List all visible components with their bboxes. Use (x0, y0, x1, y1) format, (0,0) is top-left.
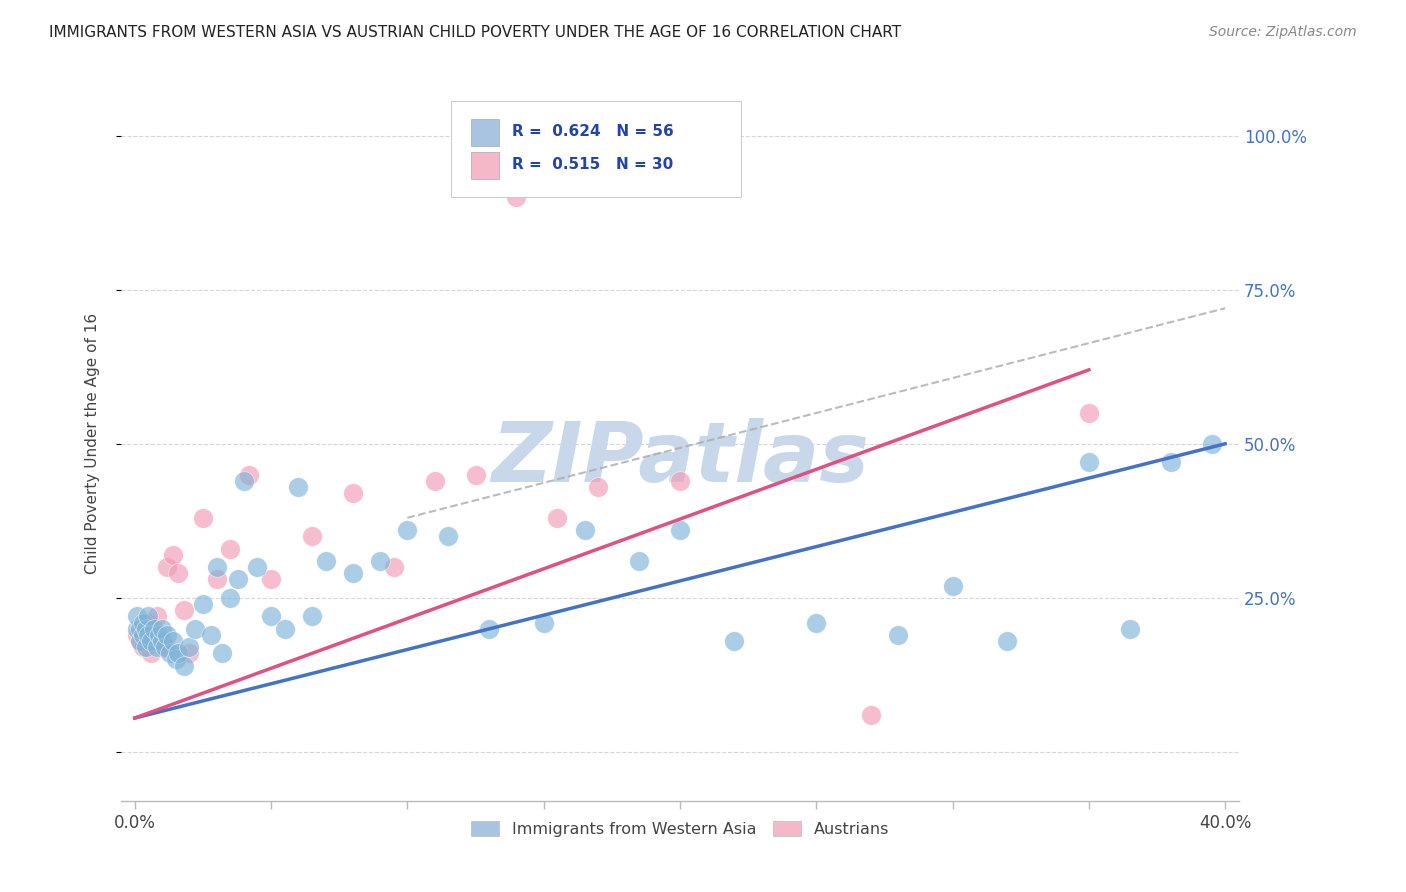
Point (135, 640, 157, 655)
Point (723, 634, 745, 648)
Point (138, 615, 160, 630)
Point (127, 628, 149, 642)
FancyBboxPatch shape (471, 153, 499, 179)
Point (342, 566, 364, 581)
Point (139, 634, 162, 648)
Point (132, 615, 155, 630)
Point (153, 640, 176, 655)
Point (139, 646, 162, 660)
Point (148, 628, 170, 642)
Point (142, 622, 165, 636)
Point (505, 190, 527, 204)
Point (287, 480, 309, 494)
Point (205, 573, 228, 587)
Point (232, 474, 254, 488)
Point (423, 474, 446, 488)
Text: IMMIGRANTS FROM WESTERN ASIA VS AUSTRIAN CHILD POVERTY UNDER THE AGE OF 16 CORRE: IMMIGRANTS FROM WESTERN ASIA VS AUSTRIAN… (49, 25, 901, 40)
Point (464, 467, 486, 482)
Point (219, 591, 242, 605)
Point (478, 622, 501, 636)
Point (150, 640, 173, 655)
Point (301, 609, 323, 624)
FancyBboxPatch shape (471, 119, 499, 145)
Point (156, 628, 179, 642)
Point (162, 634, 184, 648)
Point (135, 622, 157, 636)
Point (127, 609, 149, 624)
Point (995, 634, 1018, 648)
Legend: Immigrants from Western Asia, Austrians: Immigrants from Western Asia, Austrians (464, 815, 896, 843)
Point (273, 622, 295, 636)
Point (859, 708, 882, 723)
Point (150, 634, 173, 648)
Point (628, 554, 651, 568)
Point (1077, 455, 1099, 469)
Point (173, 603, 195, 617)
Point (184, 622, 207, 636)
Point (167, 646, 190, 660)
Point (132, 628, 155, 642)
Point (246, 560, 269, 574)
Point (129, 634, 152, 648)
Text: R =  0.515   N = 30: R = 0.515 N = 30 (512, 158, 673, 172)
Point (191, 510, 214, 524)
Point (238, 467, 260, 482)
Point (1119, 622, 1142, 636)
Point (437, 529, 460, 543)
Point (219, 541, 242, 556)
Point (150, 622, 173, 636)
Point (159, 646, 181, 660)
Point (191, 597, 214, 611)
Text: R =  0.624   N = 56: R = 0.624 N = 56 (512, 124, 673, 139)
Point (138, 609, 160, 624)
Point (1201, 437, 1223, 451)
Point (135, 622, 157, 636)
Point (315, 554, 337, 568)
Point (586, 480, 609, 494)
Point (138, 628, 160, 642)
Point (342, 486, 364, 500)
Y-axis label: Child Poverty Under the Age of 16: Child Poverty Under the Age of 16 (86, 313, 100, 574)
Point (165, 652, 187, 666)
Point (156, 560, 179, 574)
Text: Source: ZipAtlas.com: Source: ZipAtlas.com (1209, 25, 1357, 39)
Point (167, 566, 190, 581)
Point (368, 554, 391, 568)
Point (132, 640, 155, 655)
Point (228, 573, 250, 587)
Point (382, 560, 405, 574)
Point (533, 615, 555, 630)
Point (887, 628, 910, 642)
Point (127, 622, 149, 636)
Point (129, 622, 152, 636)
Point (145, 609, 167, 624)
Point (162, 548, 184, 562)
Point (145, 640, 167, 655)
Point (260, 573, 283, 587)
Point (574, 523, 596, 537)
Point (1077, 406, 1099, 420)
Point (546, 510, 568, 524)
Point (142, 634, 165, 648)
Point (129, 634, 152, 648)
Point (806, 615, 828, 630)
Point (260, 609, 283, 624)
Point (941, 578, 963, 592)
Point (396, 523, 419, 537)
FancyBboxPatch shape (451, 101, 741, 197)
Point (1160, 455, 1182, 469)
Point (173, 658, 195, 673)
Point (301, 529, 323, 543)
Point (179, 646, 201, 660)
Point (669, 474, 692, 488)
Point (669, 523, 692, 537)
Text: ZIPatlas: ZIPatlas (491, 417, 869, 499)
Point (211, 646, 233, 660)
Point (200, 628, 222, 642)
Point (179, 640, 201, 655)
Point (205, 560, 228, 574)
